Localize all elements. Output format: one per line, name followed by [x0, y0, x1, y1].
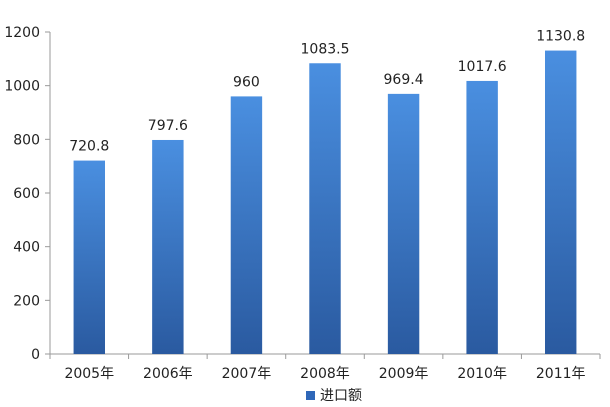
data-label: 1083.5: [301, 41, 350, 57]
y-tick-label: 800: [13, 132, 40, 148]
x-tick-label: 2009年: [379, 366, 429, 382]
legend-label: 进口额: [320, 388, 362, 404]
x-tick-label: 2008年: [300, 366, 350, 382]
x-tick-label: 2007年: [222, 366, 272, 382]
bar: [387, 93, 420, 354]
bar: [309, 63, 341, 354]
data-label: 1130.8: [536, 29, 585, 45]
x-tick-label: 2005年: [64, 366, 114, 382]
bar: [466, 80, 498, 354]
bar: [230, 96, 263, 355]
bar-series: [73, 50, 577, 355]
y-tick-label: 600: [13, 186, 40, 202]
data-label: 1017.6: [458, 59, 507, 75]
bar: [545, 50, 577, 355]
y-tick-label: 1200: [4, 25, 40, 41]
y-axis: 0 200 400 600 800 1000 1200: [4, 25, 51, 363]
legend: 进口额: [306, 388, 362, 404]
y-tick-label: 0: [31, 347, 40, 363]
bar: [152, 139, 184, 354]
y-tick-label: 400: [13, 240, 40, 256]
data-label: 969.4: [384, 72, 424, 88]
data-label: 960: [233, 74, 260, 90]
legend-marker: [306, 391, 315, 400]
bar: [73, 160, 105, 354]
data-labels: 720.8 797.6 960 1083.5 969.4 1017.6 1130.8: [69, 29, 585, 155]
data-label: 797.6: [148, 118, 188, 134]
y-tick-label: 1000: [4, 79, 40, 95]
x-tick-label: 2010年: [457, 366, 507, 382]
x-axis: 2005年 2006年 2007年 2008年 2009年 2010年 2011年: [49, 353, 601, 382]
y-tick-label: 200: [13, 293, 40, 309]
x-tick-label: 2006年: [143, 366, 193, 382]
data-label: 720.8: [69, 139, 109, 155]
x-tick-label: 2011年: [536, 366, 586, 382]
